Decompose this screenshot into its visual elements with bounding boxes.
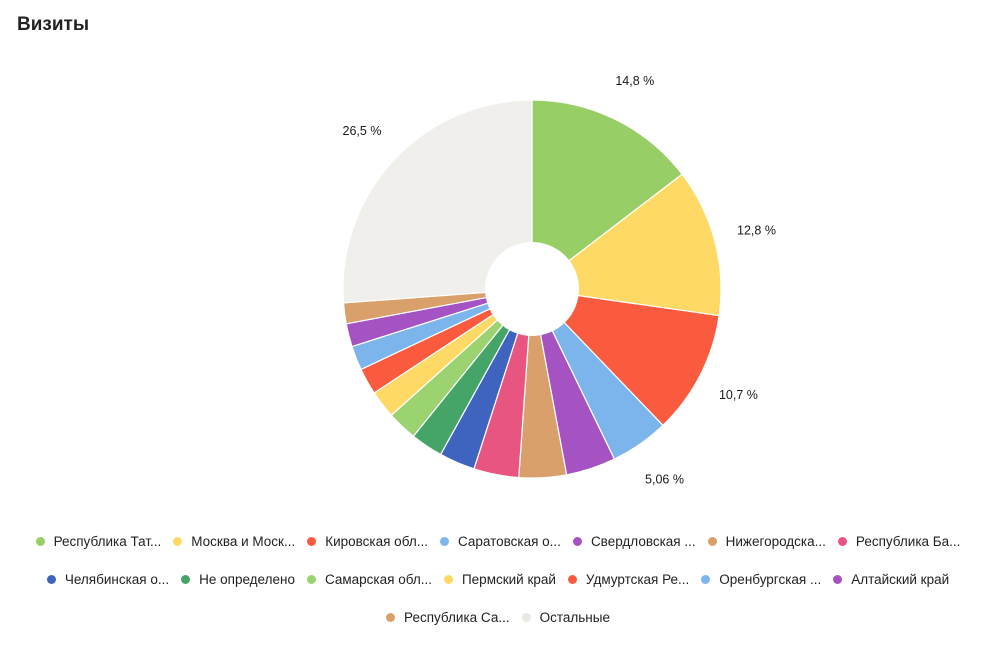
pie-slice[interactable] xyxy=(342,99,533,304)
legend-item[interactable]: Москва и Моск... xyxy=(173,528,295,554)
legend-item[interactable]: Нижегородска... xyxy=(707,528,826,554)
legend-item[interactable]: Челябинская о... xyxy=(46,566,170,592)
pie-slice[interactable] xyxy=(530,173,722,317)
legend-marker xyxy=(307,536,317,546)
legend-item[interactable]: Республика Тат... xyxy=(35,528,162,554)
legend-item[interactable]: Республика Са... xyxy=(386,604,510,630)
slice-percent-label: 5,06 % xyxy=(645,472,684,486)
legend-marker xyxy=(306,574,316,584)
legend-marker xyxy=(833,574,843,584)
chart-legend: Республика Тат... Москва и Моск... Кировск… xyxy=(0,528,996,630)
slice-percent-label: 14,8 % xyxy=(615,74,654,88)
legend-item[interactable]: Самарская обл... xyxy=(306,566,432,592)
slice-percent-label: 10,7 % xyxy=(719,388,758,402)
legend-label: Москва и Моск... xyxy=(191,533,296,549)
legend-marker xyxy=(521,612,531,622)
legend-item[interactable]: Республика Ба... xyxy=(837,528,961,554)
legend-marker xyxy=(572,536,582,546)
labels-layer: 14,8 % 12,8 % 10,7 % 5,06 % 26,5 % xyxy=(343,74,776,486)
legend-item[interactable]: Свердловская ... xyxy=(572,528,696,554)
legend-item[interactable]: Остальные xyxy=(521,604,610,630)
chart-title: Визиты xyxy=(17,14,90,35)
legend-item[interactable]: Саратовская о... xyxy=(439,528,561,554)
legend-label: Оренбургская ... xyxy=(719,571,822,587)
legend-item[interactable]: Алтайский край xyxy=(833,566,949,592)
legend-label: Саратовская о... xyxy=(457,533,561,549)
legend-item[interactable]: Пермский край xyxy=(443,566,556,592)
legend-marker xyxy=(46,574,56,584)
slice-percent-label: 26,5 % xyxy=(343,124,382,138)
legend-label: Пермский край xyxy=(461,571,556,587)
legend-label: Республика Ба... xyxy=(855,533,961,549)
legend-label: Республика Са... xyxy=(404,609,510,625)
legend-marker xyxy=(701,574,711,584)
legend-marker xyxy=(443,574,453,584)
legend-label: Челябинская о... xyxy=(64,571,170,587)
legend-marker xyxy=(439,536,449,546)
legend-item[interactable]: Удмуртская Ре... xyxy=(567,566,690,592)
legend-marker xyxy=(181,574,191,584)
legend-item[interactable]: Не определено xyxy=(181,566,295,592)
legend-label: Не определено xyxy=(199,571,295,587)
donut-chart: 14,8 % 12,8 % 10,7 % 5,06 % 26,5 % xyxy=(342,74,776,486)
legend-label: Остальные xyxy=(539,609,610,625)
pie-slice[interactable] xyxy=(530,288,720,427)
legend-label: Нижегородска... xyxy=(725,533,826,549)
slice-percent-label: 12,8 % xyxy=(737,223,776,237)
legend-label: Алтайский край xyxy=(851,571,950,587)
legend-label: Самарская обл... xyxy=(324,571,432,587)
legend-marker xyxy=(35,536,45,546)
legend-item[interactable]: Оренбургская ... xyxy=(701,566,821,592)
legend-label: Кировская обл... xyxy=(325,533,428,549)
legend-marker xyxy=(386,612,396,622)
legend-label: Свердловская ... xyxy=(590,533,696,549)
pie-slice[interactable] xyxy=(531,99,684,291)
legend-marker xyxy=(173,536,183,546)
legend-label: Республика Тат... xyxy=(53,533,162,549)
legend-marker xyxy=(837,536,847,546)
legend-label: Удмуртская Ре... xyxy=(585,571,690,587)
legend-marker xyxy=(707,536,717,546)
donut-hole xyxy=(485,242,579,336)
legend-marker xyxy=(567,574,577,584)
legend-item[interactable]: Кировская обл... xyxy=(307,528,428,554)
slices-layer xyxy=(342,99,722,479)
